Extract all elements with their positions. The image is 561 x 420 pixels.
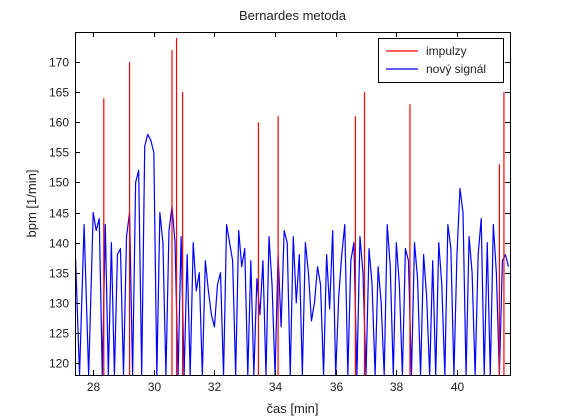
x-tick-label: 36 (330, 380, 344, 394)
series-novy-signal-line (75, 133, 510, 375)
x-tick-label: 32 (208, 380, 222, 394)
x-axis: 28 30 32 34 36 38 40 (87, 32, 465, 394)
y-tick-label: 130 (49, 297, 69, 311)
y-tick-label: 145 (49, 207, 69, 221)
y-tick-label: 150 (49, 176, 69, 190)
x-tick-label: 30 (148, 380, 162, 394)
series-impulzy (103, 38, 505, 375)
y-tick-label: 135 (49, 267, 69, 281)
y-tick-label: 120 (49, 357, 69, 371)
y-tick-label: 155 (49, 146, 69, 160)
x-tick-label: 34 (269, 380, 283, 394)
x-tick-label: 40 (451, 380, 465, 394)
x-tick-label: 28 (87, 380, 101, 394)
y-tick-label: 165 (49, 86, 69, 100)
y-tick-label: 140 (49, 237, 69, 251)
plot-frame (75, 32, 511, 376)
y-tick-label: 125 (49, 327, 69, 341)
y-axis-label: bpm [1/min] (24, 170, 39, 238)
y-tick-label: 160 (49, 116, 69, 130)
legend: impulzy nový signál (378, 38, 504, 83)
plot-area (75, 32, 510, 375)
y-axis: 120 125 130 135 140 145 150 155 160 165 170 (49, 56, 510, 371)
legend-entry: nový signál (426, 62, 486, 76)
legend-entry: impulzy (426, 44, 467, 58)
chart-title: Bernardes metoda (239, 8, 347, 23)
x-tick-label: 38 (390, 380, 404, 394)
x-axis-label: čas [min] (266, 401, 318, 416)
y-tick-label: 170 (49, 56, 69, 70)
series-layer (75, 38, 510, 375)
legend-box (378, 38, 504, 83)
